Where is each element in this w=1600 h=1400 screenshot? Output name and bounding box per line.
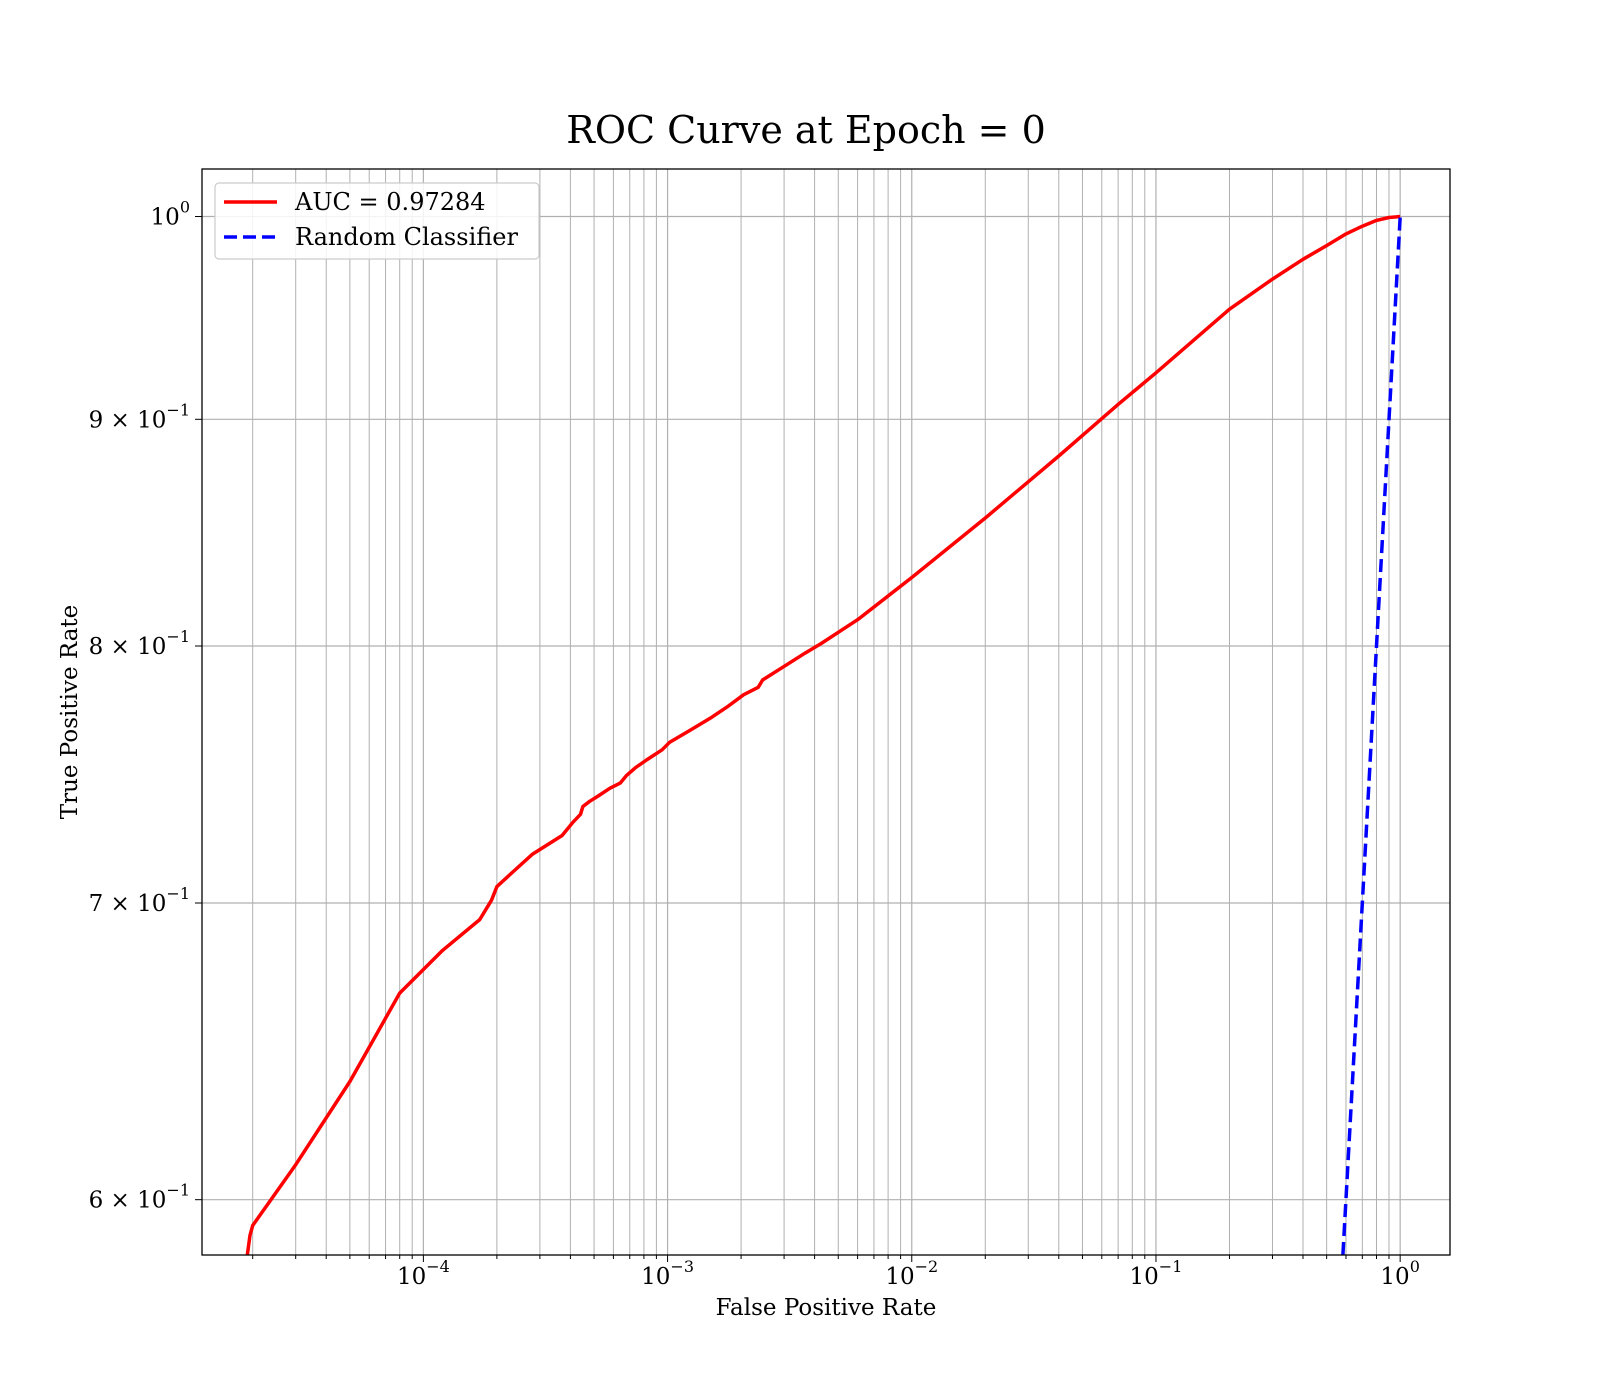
x-tick-label: 100 [1380,1257,1419,1290]
x-tick-label: 10−2 [885,1257,938,1290]
x-tick-label: 10−1 [1130,1257,1183,1290]
random-classifier-line [1341,216,1402,1255]
legend-label-auc: AUC = 0.97284 [294,188,486,216]
ticks: 100 9 × 10−1 8 × 10−1 7 × 10−1 6 × 10−1 10−4 1… [89,198,1420,1290]
legend: AUC = 0.97284 Random Classifier [214,182,540,260]
plot-frame [201,168,1451,1256]
roc-curve-line [245,214,1401,1255]
x-tick-label: 10−4 [397,1257,450,1290]
y-tick-label: 9 × 10−1 [89,400,190,433]
y-axis-label: True Positive Rate [57,605,83,820]
y-tick-label: 8 × 10−1 [89,627,190,660]
grid [202,169,1450,1255]
legend-label-random-classifier: Random Classifier [295,223,518,251]
series-layer [245,214,1402,1255]
y-tick-label: 6 × 10−1 [89,1181,190,1214]
x-axis-label: False Positive Rate [716,1295,937,1321]
chart-title: ROC Curve at Epoch = 0 [566,108,1046,152]
y-tick-label: 7 × 10−1 [89,884,190,917]
legend-frame [214,182,540,260]
x-tick-label: 10−3 [641,1257,694,1290]
y-tick-label: 100 [151,198,190,231]
